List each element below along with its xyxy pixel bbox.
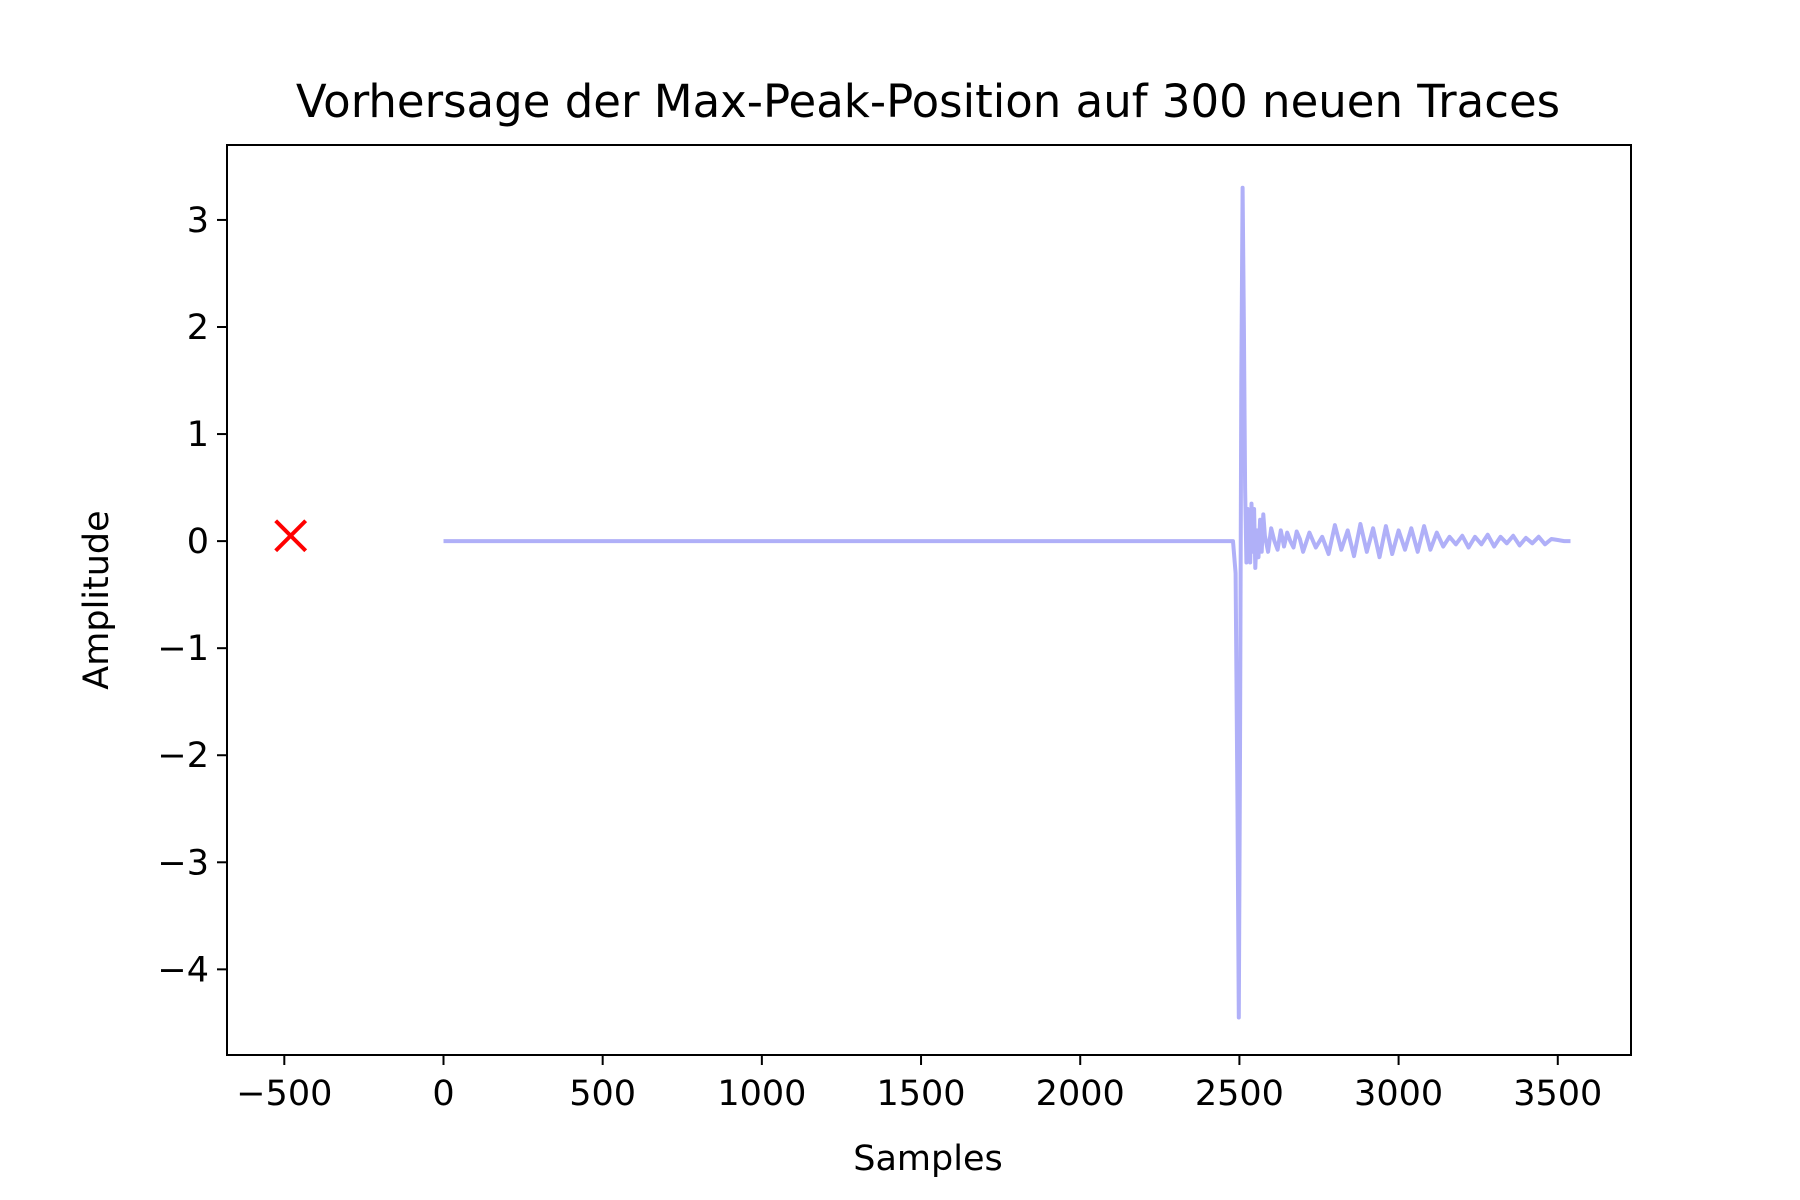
x-tick-label: 1500 [877, 1074, 966, 1114]
x-tick-label: 3000 [1354, 1074, 1443, 1114]
y-tick-label: −3 [157, 843, 209, 883]
plot-area [274, 185, 1571, 1020]
x-tick-label: 2500 [1195, 1074, 1284, 1114]
axes-frame [226, 144, 1632, 1056]
x-tick-label: 500 [569, 1074, 636, 1114]
x-axis-title: Samples [853, 1139, 1002, 1179]
y-tick-label: −2 [157, 736, 209, 776]
chart-title: Vorhersage der Max-Peak-Position auf 300… [296, 75, 1560, 128]
trace-line [443, 185, 1571, 1020]
predicted-peak-marker [274, 519, 308, 553]
y-tick-label: −4 [157, 950, 209, 990]
y-tick-label: −1 [157, 629, 209, 669]
x-tick-label: −500 [236, 1074, 332, 1114]
x-tick-label: 1000 [717, 1074, 806, 1114]
y-tick-label: 0 [187, 522, 209, 562]
x-tick-label: 3500 [1513, 1074, 1602, 1114]
marker-stroke [274, 519, 308, 553]
y-tick-label: 3 [187, 201, 209, 241]
x-tick-label: 2000 [1036, 1074, 1125, 1114]
y-axis-title: Amplitude [77, 510, 117, 689]
x-tick-label: 0 [432, 1074, 454, 1114]
y-tick-label: 2 [187, 308, 209, 348]
y-tick-label: 1 [187, 415, 209, 455]
